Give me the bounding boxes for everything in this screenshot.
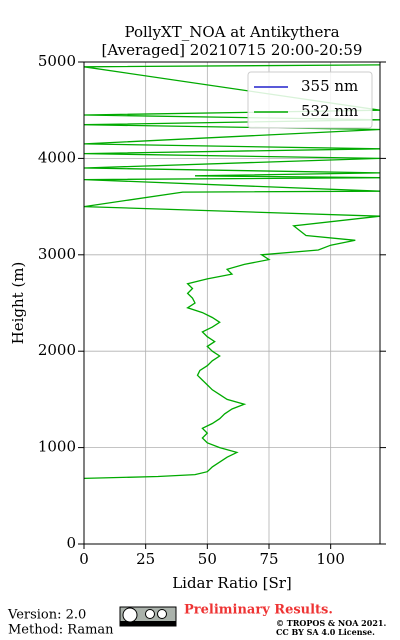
version: Version: 2.0 [7,608,86,623]
x-tick-label: 75 [259,550,278,568]
chart-subtitle: [Averaged] 20210715 20:00-20:59 [102,41,363,59]
legend-label: 532 nm [301,102,358,120]
y-tick-label: 3000 [38,245,76,263]
chart-title: PollyXT_NOA at Antikythera [124,23,339,41]
x-tick-label: 25 [136,550,155,568]
y-axis-label: Height (m) [9,262,27,345]
x-tick-label: 100 [316,550,345,568]
y-tick-label: 5000 [38,52,76,70]
method: Method: Raman [8,623,114,638]
y-tick-label: 2000 [38,341,76,359]
plot-frame [83,61,381,545]
copyright: © TROPOS & NOA 2021. [276,618,386,628]
y-tick-label: 0 [66,534,76,552]
plot-lines [84,64,380,480]
data-line [84,64,380,480]
status: Preliminary Results. [184,603,333,618]
y-tick-label: 4000 [38,148,76,166]
cc-logo [119,606,177,627]
x-axis-label: Lidar Ratio [Sr] [172,574,292,592]
x-tick-label: 0 [79,550,89,568]
legend-box [247,71,373,129]
x-tick-label: 50 [198,550,217,568]
y-tick-label: 1000 [38,438,76,456]
legend-label: 355 nm [301,77,358,95]
license: CC BY SA 4.0 License. [276,627,375,637]
